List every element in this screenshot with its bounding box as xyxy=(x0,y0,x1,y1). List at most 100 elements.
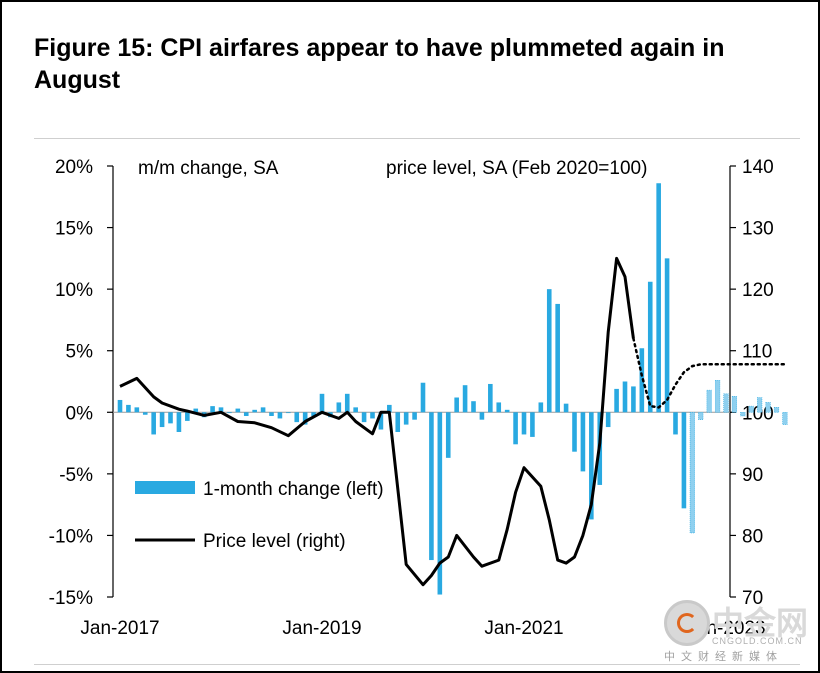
change-bar xyxy=(336,402,342,413)
price-level-line xyxy=(119,256,635,587)
right-tick-label: 140 xyxy=(742,157,774,178)
right-tick-label: 70 xyxy=(742,588,763,609)
change-bar xyxy=(496,402,502,413)
change-bar xyxy=(614,388,619,413)
change-bar xyxy=(395,412,401,432)
change-bar xyxy=(454,397,459,413)
change-bar xyxy=(589,412,594,520)
change-bar xyxy=(740,411,746,417)
price-level-line-projected xyxy=(632,337,787,409)
change-bar xyxy=(277,412,283,419)
change-bar xyxy=(698,411,704,420)
change-bar xyxy=(639,348,645,413)
change-bar xyxy=(243,412,249,416)
legend-swatch-bars xyxy=(135,481,195,494)
change-bar xyxy=(311,412,316,416)
change-bar xyxy=(168,412,173,424)
change-bar xyxy=(185,412,190,421)
left-tick-label: -5% xyxy=(59,465,93,486)
change-bar xyxy=(782,411,788,425)
right-tick-label: 90 xyxy=(742,465,763,486)
change-bar xyxy=(269,412,274,416)
left-tick-label: 20% xyxy=(55,157,93,178)
change-bar xyxy=(252,409,257,413)
change-bar xyxy=(429,412,434,561)
change-bar xyxy=(504,409,510,413)
right-axis-caption: price level, SA (Feb 2020=100) xyxy=(386,158,647,179)
change-bar xyxy=(673,412,678,435)
watermark-logo-icon xyxy=(664,600,710,646)
change-bar xyxy=(546,289,552,413)
x-tick-label: Jan-2021 xyxy=(484,618,563,639)
x-tick-label: Jan-2017 xyxy=(80,618,159,639)
change-bar xyxy=(319,393,325,413)
change-bar xyxy=(563,403,569,413)
change-bar xyxy=(513,412,518,445)
change-bar xyxy=(134,407,140,413)
change-bar xyxy=(193,408,199,413)
change-bar xyxy=(664,258,670,413)
right-tick-label: 110 xyxy=(742,342,772,363)
change-bar xyxy=(294,412,300,423)
change-bar xyxy=(126,404,131,413)
change-bar xyxy=(538,402,544,413)
change-bar xyxy=(420,382,426,413)
change-bar xyxy=(353,407,358,413)
change-bar xyxy=(706,389,712,413)
change-bar xyxy=(471,401,476,413)
change-bar xyxy=(572,412,577,452)
change-bar xyxy=(218,407,224,413)
change-bar xyxy=(403,412,409,425)
change-bar xyxy=(647,281,653,413)
change-bar xyxy=(286,412,291,414)
left-tick-label: -10% xyxy=(49,526,93,547)
change-bar xyxy=(387,404,392,413)
watermark-name: 中金网 xyxy=(712,604,809,642)
change-bar xyxy=(151,412,156,435)
change-bar xyxy=(714,379,721,413)
change-bar xyxy=(521,412,527,435)
change-bar xyxy=(488,383,493,413)
change-bar xyxy=(580,412,586,472)
left-tick-label: 5% xyxy=(66,342,94,363)
left-tick-label: 10% xyxy=(55,280,93,301)
change-bar xyxy=(235,408,241,413)
top-rule xyxy=(34,138,800,139)
change-bar xyxy=(479,412,485,420)
left-tick-label: 0% xyxy=(66,403,94,424)
change-bar xyxy=(656,183,661,413)
watermark-cn: 中文财经新媒体 xyxy=(664,650,783,663)
figure-title: Figure 15: CPI airfares appear to have p… xyxy=(34,34,725,94)
change-bar xyxy=(142,412,148,415)
change-bar xyxy=(260,407,266,413)
change-bar xyxy=(344,393,350,413)
change-bar xyxy=(555,303,560,413)
change-bar xyxy=(210,406,215,413)
legend-label-line: Price level (right) xyxy=(203,531,346,552)
right-tick-label: 80 xyxy=(742,526,763,547)
right-tick-label: 130 xyxy=(742,219,774,240)
change-bar xyxy=(462,385,468,413)
change-bar xyxy=(117,399,123,413)
change-bar xyxy=(631,386,636,413)
change-bar xyxy=(748,405,754,413)
change-bar xyxy=(227,412,232,414)
change-bar xyxy=(765,402,771,413)
change-bar xyxy=(159,412,165,428)
change-bar xyxy=(370,412,375,419)
change-bar xyxy=(530,412,535,437)
change-bar xyxy=(681,412,687,509)
change-bar xyxy=(302,412,308,425)
change-bar xyxy=(361,412,367,423)
change-bar xyxy=(757,397,763,413)
change-bar xyxy=(622,381,628,413)
watermark-sub: CNGOLD.COM.CN xyxy=(712,636,803,646)
change-bar xyxy=(605,412,611,428)
bottom-rule xyxy=(34,664,800,665)
change-bar xyxy=(731,395,738,413)
change-bar xyxy=(437,412,443,595)
change-bar xyxy=(773,407,780,413)
change-bar xyxy=(723,393,729,413)
